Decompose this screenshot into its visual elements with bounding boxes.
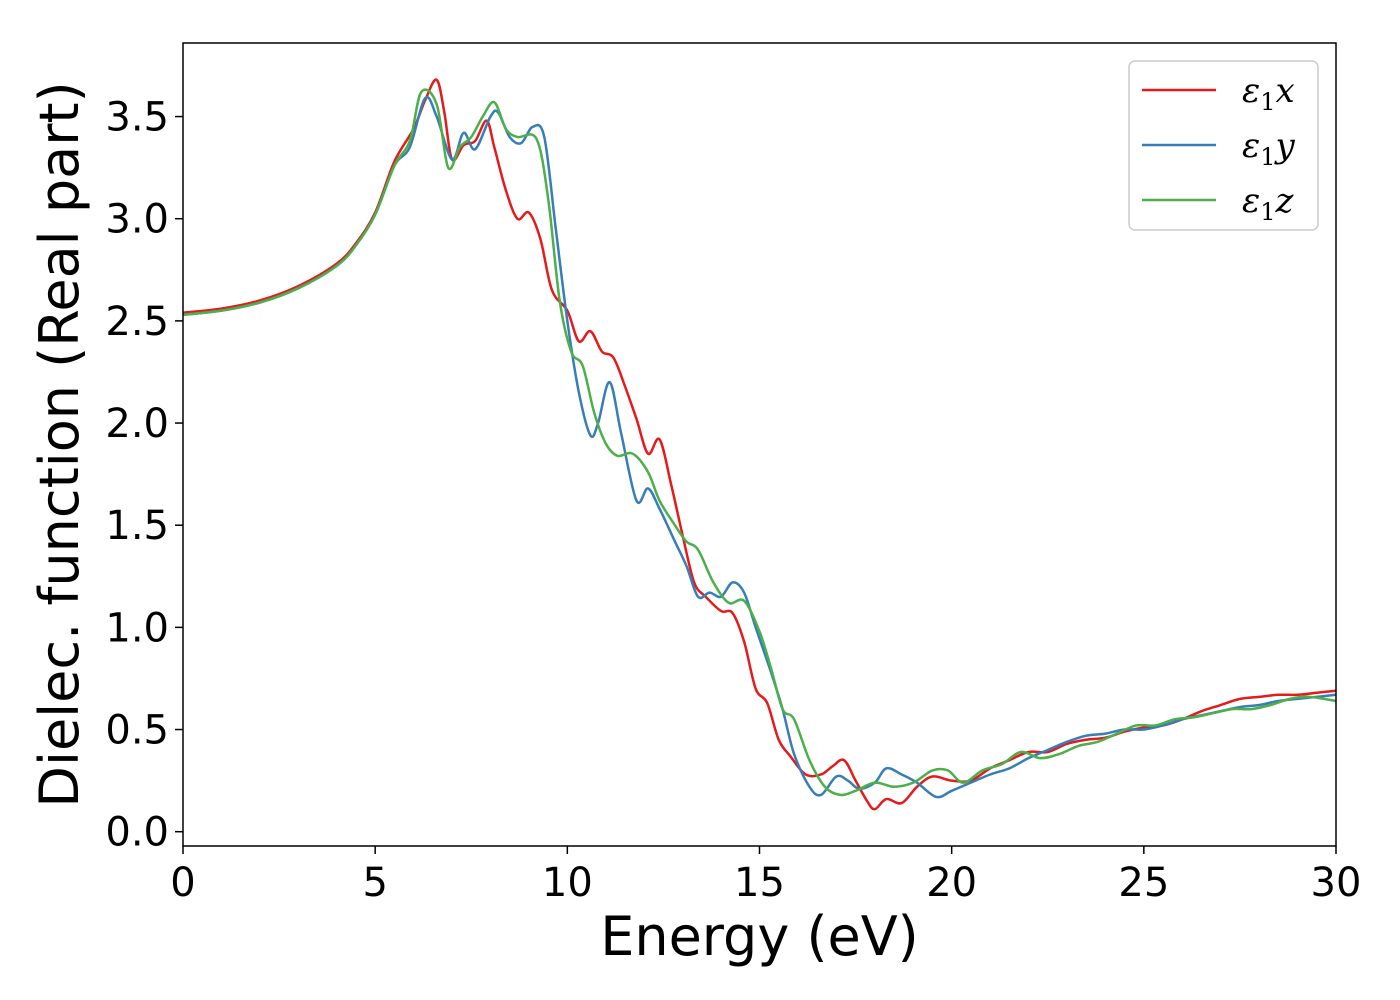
legend-symbol: ε — [1242, 181, 1260, 221]
series-line-z — [182, 88, 1337, 797]
legend-box — [1128, 60, 1319, 231]
series-layer — [182, 78, 1337, 811]
x-tick-label: 20 — [926, 860, 977, 906]
y-axis-ticks: 0.0 0.5 1.0 1.5 2.0 2.5 3.0 3.5 — [105, 95, 183, 856]
x-tick-label: 5 — [362, 860, 387, 906]
x-tick-label: 10 — [542, 860, 593, 906]
y-tick-label: 0.5 — [105, 708, 169, 754]
x-axis-ticks: 0 5 10 15 20 25 30 — [170, 846, 1361, 906]
x-axis-title: Energy (eV) — [600, 905, 919, 968]
y-tick-label: 0.0 — [105, 810, 169, 856]
y-tick-label: 1.0 — [105, 605, 169, 651]
legend-variable: x — [1276, 71, 1295, 111]
y-tick-label: 3.5 — [105, 95, 169, 141]
x-tick-label: 0 — [170, 860, 195, 906]
y-tick-label: 2.5 — [105, 299, 169, 345]
legend-subscript: 1 — [1260, 143, 1275, 171]
series-line-y — [182, 95, 1337, 799]
legend-subscript: 1 — [1260, 88, 1275, 116]
legend-subscript: 1 — [1260, 198, 1275, 226]
legend-label: ε1y — [1242, 126, 1296, 171]
legend-label: ε1x — [1242, 71, 1295, 116]
y-tick-label: 1.5 — [105, 503, 169, 549]
x-tick-label: 25 — [1118, 860, 1169, 906]
legend-variable: y — [1274, 126, 1296, 166]
legend-symbol: ε — [1242, 71, 1260, 111]
legend-label: ε1z — [1242, 181, 1295, 226]
y-axis-title: Dielec. function (Real part) — [28, 81, 91, 807]
legend-symbol: ε — [1242, 126, 1260, 166]
y-tick-label: 3.0 — [105, 197, 169, 243]
y-tick-label: 2.0 — [105, 401, 169, 447]
legend-variable: z — [1275, 181, 1295, 221]
x-tick-label: 15 — [734, 860, 785, 906]
x-tick-label: 30 — [1311, 860, 1362, 906]
